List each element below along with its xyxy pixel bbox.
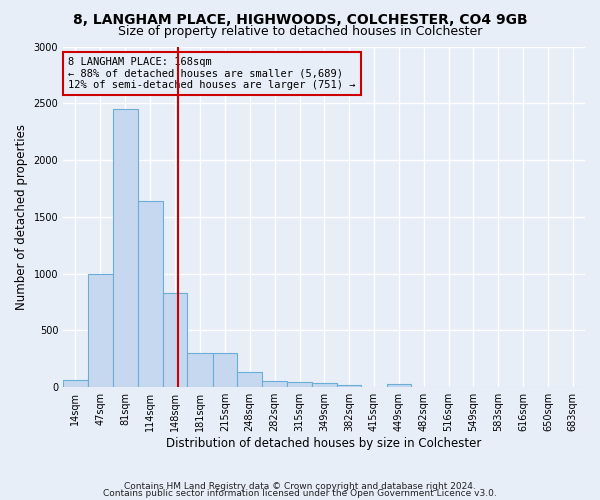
- Bar: [163, 293, 187, 387]
- Bar: [237, 372, 262, 387]
- Bar: [312, 383, 337, 387]
- Text: Contains HM Land Registry data © Crown copyright and database right 2024.: Contains HM Land Registry data © Crown c…: [124, 482, 476, 491]
- Bar: [337, 385, 361, 387]
- Bar: [88, 274, 113, 387]
- Bar: [113, 109, 137, 387]
- X-axis label: Distribution of detached houses by size in Colchester: Distribution of detached houses by size …: [166, 437, 482, 450]
- Bar: [63, 380, 88, 387]
- Text: Size of property relative to detached houses in Colchester: Size of property relative to detached ho…: [118, 25, 482, 38]
- Bar: [262, 381, 287, 387]
- Text: 8 LANGHAM PLACE: 168sqm
← 88% of detached houses are smaller (5,689)
12% of semi: 8 LANGHAM PLACE: 168sqm ← 88% of detache…: [68, 56, 356, 90]
- Bar: [137, 201, 163, 387]
- Y-axis label: Number of detached properties: Number of detached properties: [15, 124, 28, 310]
- Bar: [287, 382, 312, 387]
- Text: 8, LANGHAM PLACE, HIGHWOODS, COLCHESTER, CO4 9GB: 8, LANGHAM PLACE, HIGHWOODS, COLCHESTER,…: [73, 12, 527, 26]
- Bar: [187, 353, 212, 387]
- Bar: [386, 384, 411, 387]
- Text: Contains public sector information licensed under the Open Government Licence v3: Contains public sector information licen…: [103, 488, 497, 498]
- Bar: [212, 353, 237, 387]
